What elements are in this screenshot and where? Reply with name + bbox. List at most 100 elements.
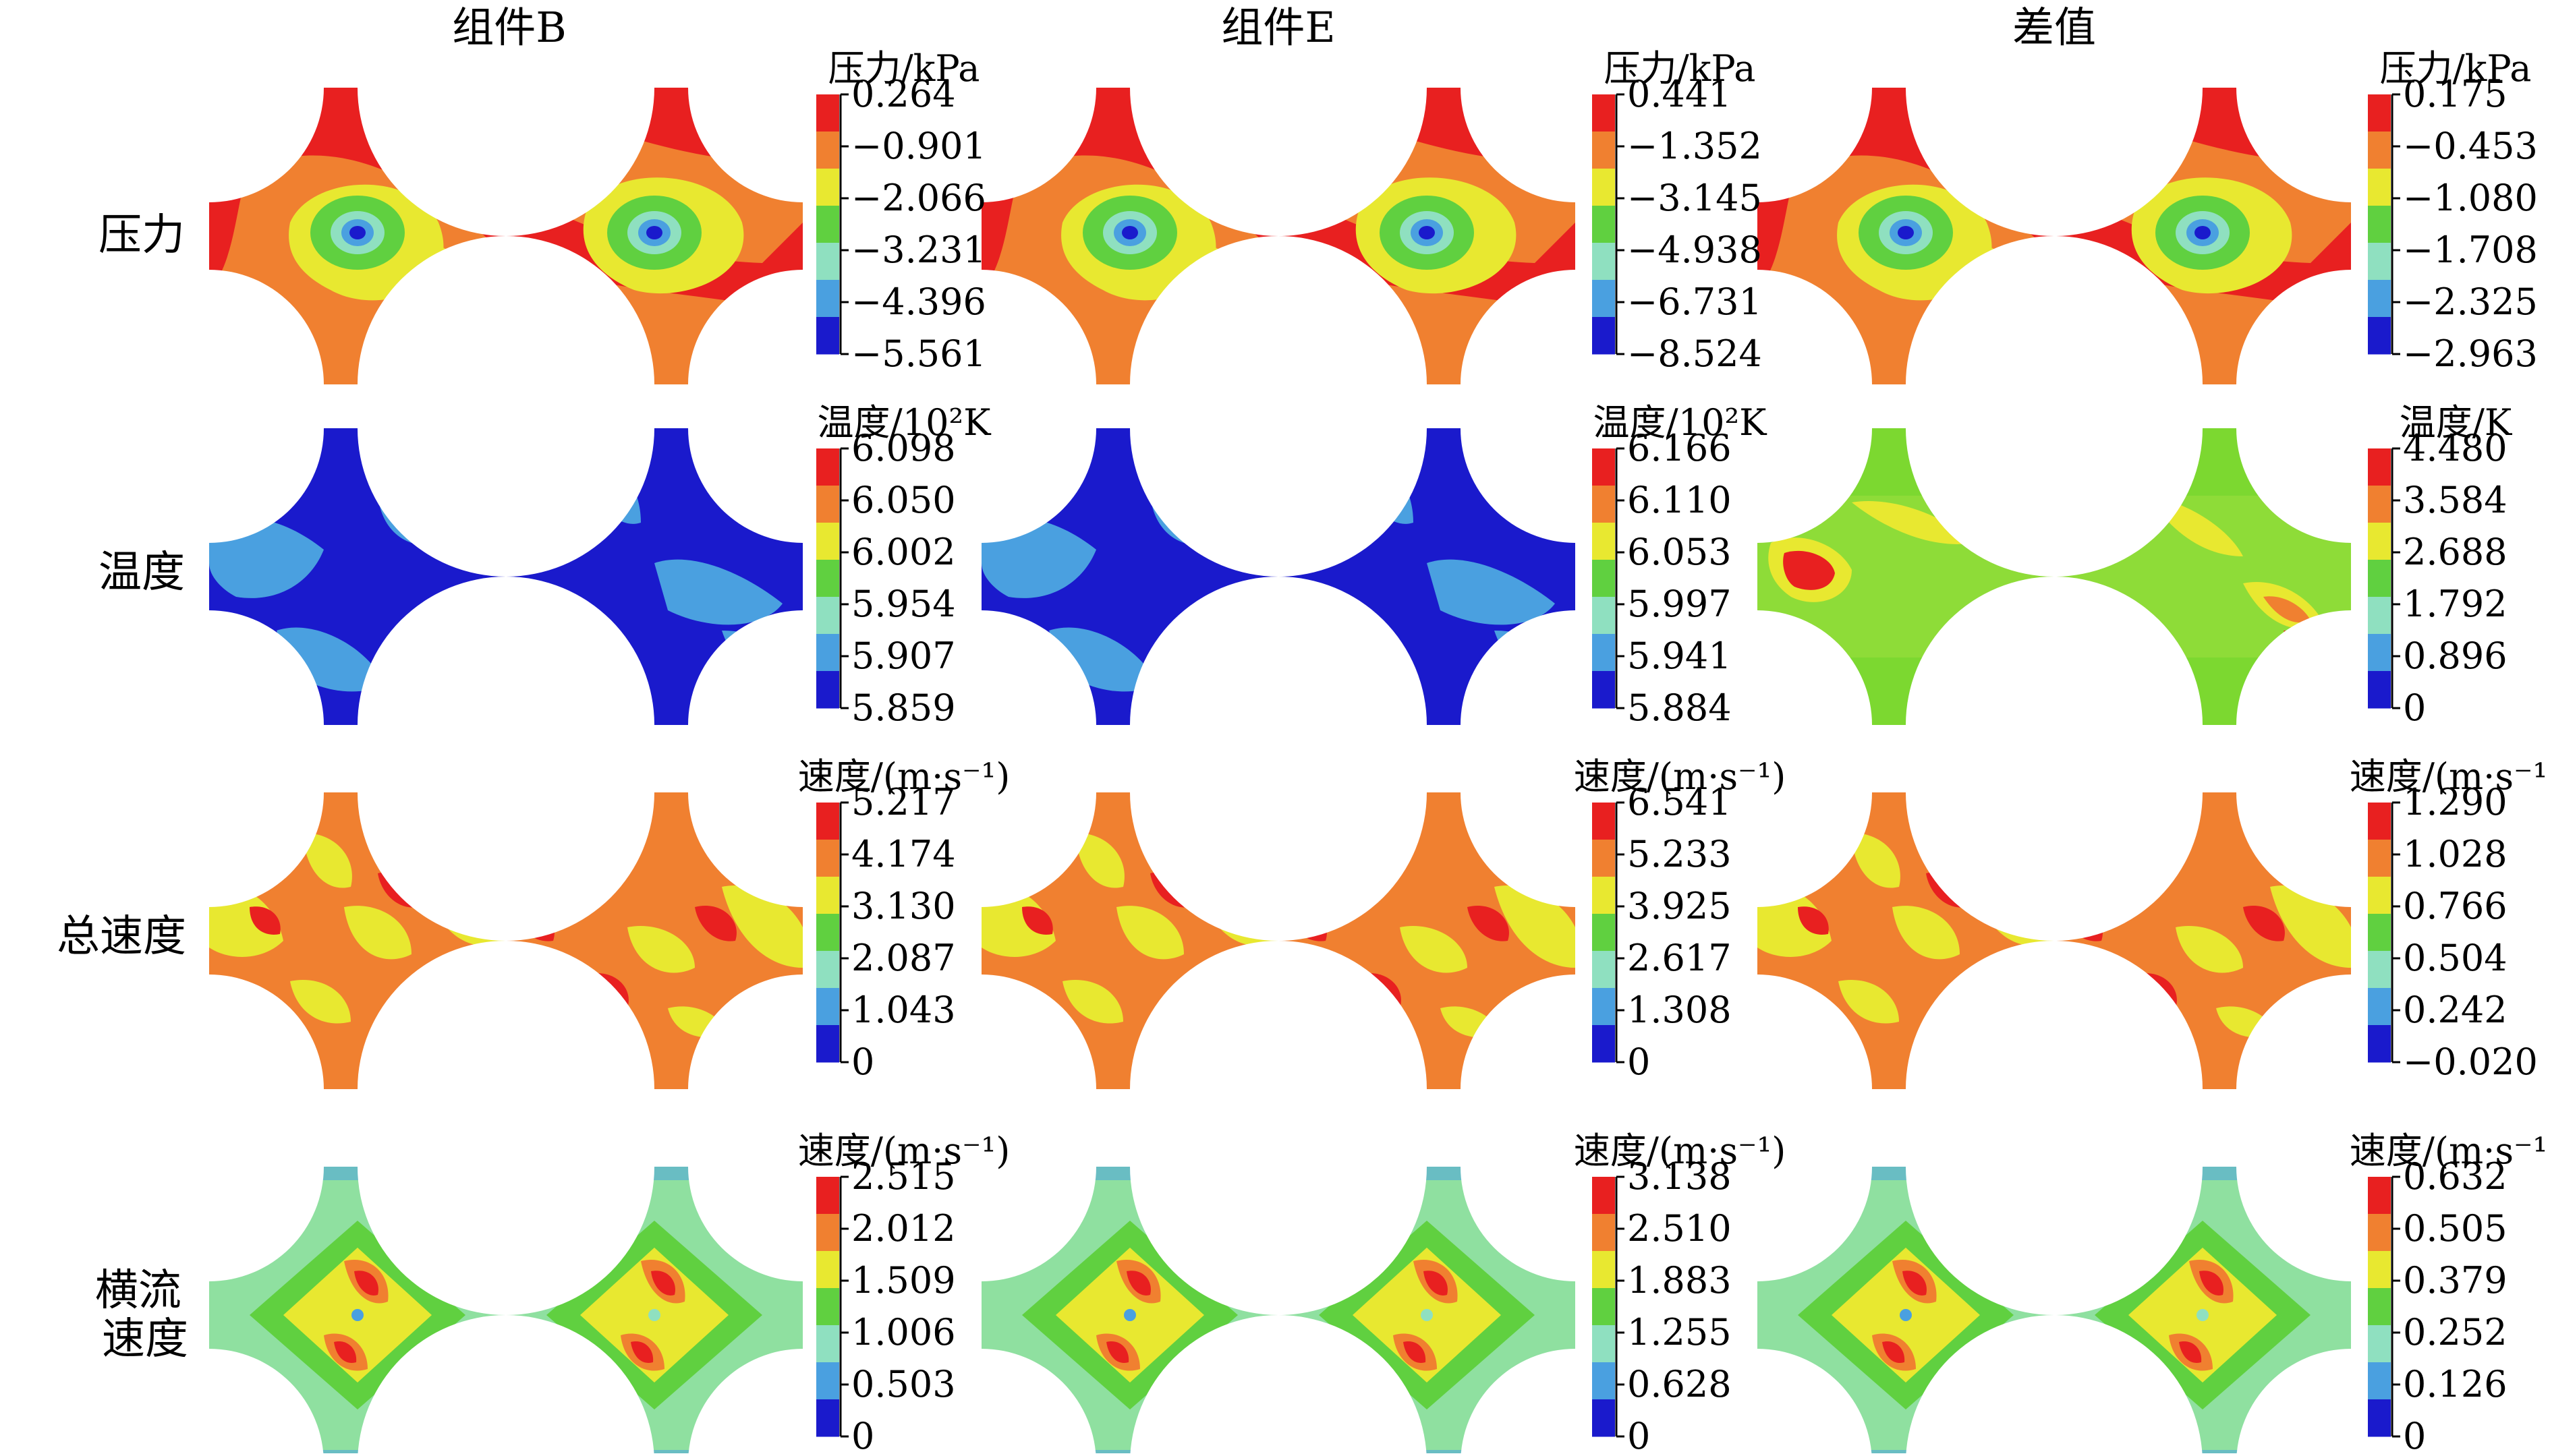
colorbar-tick-label: 0.264 (851, 73, 956, 115)
colorbar-tick-label: 0.126 (2403, 1363, 2508, 1405)
colorbar-segment (816, 914, 839, 952)
colorbar-segment (2368, 523, 2391, 560)
colorbar-crossflow-velocity-b: 速度/(m·s⁻¹)2.515 2.012 1.509 1.006 0.503 0 (798, 1130, 1011, 1456)
colorbar-tick-label: −8.524 (1627, 332, 1762, 375)
colorbar-tick-label: 0 (2403, 687, 2426, 729)
colorbar-tick-label: −4.938 (1627, 229, 1762, 271)
colorbar-segment (2368, 1399, 2391, 1437)
contour-panel-temperature-b (209, 428, 803, 725)
colorbar-segment (2368, 803, 2391, 840)
colorbar-tick-label: −3.231 (851, 229, 986, 271)
colorbar-tick-label: 5.997 (1627, 583, 1732, 625)
colorbar-tick-label: 0.632 (2403, 1155, 2508, 1198)
colorbar-tick-label: −2.066 (851, 177, 986, 219)
colorbar-total-velocity-b: 速度/(m·s⁻¹)5.217 4.174 3.130 2.087 1.043 0 (798, 755, 1011, 1083)
colorbar-tick-label: 1.509 (851, 1259, 956, 1302)
colorbar-segment (2368, 560, 2391, 598)
colorbar-segment (2368, 317, 2391, 355)
colorbar-segment (2368, 1025, 2391, 1063)
colorbar-title: 温度/10²K (1593, 401, 1768, 444)
colorbar-tick-label: 0.504 (2403, 937, 2508, 979)
contour-panels (209, 88, 2351, 1456)
colorbar-segment (2368, 597, 2391, 635)
colorbar-segment (816, 951, 839, 989)
colorbar-segment (1592, 523, 1615, 560)
colorbar-segment (1592, 1362, 1615, 1400)
colorbar-tick-label: 1.308 (1627, 989, 1732, 1031)
column-header-e: 组件E (1221, 3, 1335, 52)
colorbar-tick-label: 1.792 (2403, 583, 2508, 625)
colorbar-tick-label: 4.174 (851, 833, 956, 875)
colorbar-segment (816, 597, 839, 635)
colorbar-segment (2368, 1288, 2391, 1326)
colorbar-total-velocity-diff: 速度/(m·s⁻¹)1.290 1.028 0.766 0.504 0.242 −0.02… (2350, 755, 2550, 1083)
colorbar-title: 速度/(m·s⁻¹) (798, 755, 1011, 798)
colorbar-tick-label: 0.175 (2403, 73, 2508, 115)
colorbar-segment (816, 1251, 839, 1289)
colorbar-tick-label: 5.217 (851, 781, 956, 823)
colorbar-tick-label: −1.708 (2403, 229, 2538, 271)
colorbar-tick-label: −0.020 (2403, 1041, 2538, 1083)
colorbar-tick-label: 1.255 (1627, 1311, 1732, 1353)
colorbar-segment (1592, 803, 1615, 840)
colorbar-tick-label: 0 (2403, 1415, 2426, 1453)
colorbar-tick-label: −1.080 (2403, 177, 2538, 219)
colorbar-segment (2368, 206, 2391, 243)
colorbar-segment (2368, 486, 2391, 523)
colorbar-segment (2368, 1251, 2391, 1289)
colorbar-segment (816, 1214, 839, 1252)
colorbar-tick-label: 2.617 (1627, 937, 1732, 979)
colorbar-tick-label: 6.110 (1627, 479, 1732, 521)
colorbar-segment (816, 803, 839, 840)
column-headers: 组件B 组件E 差值 (452, 3, 2096, 52)
colorbar-tick-label: 6.050 (851, 479, 956, 521)
colorbar-segment (2368, 1362, 2391, 1400)
colorbar-tick-label: 0.766 (2403, 885, 2508, 927)
colorbar-title: 温度/K (2400, 401, 2513, 444)
colorbar-tick-label: −3.145 (1627, 177, 1762, 219)
colorbar-tick-label: 0.379 (2403, 1259, 2508, 1302)
colorbar-tick-label: −5.561 (851, 332, 986, 375)
colorbar-tick-label: 2.688 (2403, 531, 2508, 573)
colorbar-segment (816, 1288, 839, 1326)
colorbar-segment (1592, 634, 1615, 672)
colorbar-segment (2368, 1177, 2391, 1215)
colorbar-tick-label: 6.002 (851, 531, 956, 573)
colorbar-segment (1592, 94, 1615, 132)
colorbar-tick-label: 0 (851, 1415, 874, 1453)
colorbar-segment (2368, 132, 2391, 169)
colorbar-segment (816, 169, 839, 206)
colorbar-tick-label: 1.006 (851, 1311, 956, 1353)
colorbar-segment (1592, 206, 1615, 243)
colorbar-segment (1592, 1288, 1615, 1326)
colorbar-segment (1592, 169, 1615, 206)
colorbar-crossflow-velocity-diff: 速度/(m·s⁻¹)0.632 0.505 0.379 0.252 0.126 0 (2350, 1130, 2550, 1456)
colorbar-segment (1592, 877, 1615, 914)
colorbar-segment (1592, 597, 1615, 635)
colorbar-segment (816, 206, 839, 243)
colorbar-segment (816, 448, 839, 486)
row-label-temperature: 温度 (98, 548, 185, 598)
colorbar-crossflow-velocity-e: 速度/(m·s⁻¹)3.138 2.510 1.883 1.255 0.628 0 (1574, 1130, 1786, 1456)
colorbar-title: 速度/(m·s⁻¹) (798, 1130, 1011, 1172)
colorbar-tick-label: −0.453 (2403, 125, 2538, 167)
colorbars: 压力/kPa0.264−0.901−2.066−3.231−4.396−5.56… (798, 47, 2550, 1456)
colorbar-tick-label: −6.731 (1627, 281, 1762, 323)
colorbar-tick-label: 3.925 (1627, 885, 1732, 927)
colorbar-tick-label: 1.043 (851, 989, 956, 1031)
contour-panel-pressure-diff (1757, 88, 2351, 384)
colorbar-segment (2368, 988, 2391, 1026)
row-labels: 压力 温度 总速度 横流 速度 (57, 210, 188, 1364)
row-label-total-velocity: 总速度 (57, 912, 186, 962)
colorbar-segment (2368, 280, 2391, 318)
column-header-diff: 差值 (2012, 3, 2096, 52)
colorbar-segment (2368, 1325, 2391, 1363)
colorbar-tick-label: 2.510 (1627, 1207, 1732, 1250)
colorbar-tick-label: 1.883 (1627, 1259, 1732, 1302)
contour-panel-pressure-b (209, 88, 803, 384)
colorbar-tick-label: 3.138 (1627, 1155, 1732, 1198)
colorbar-tick-label: 0 (851, 1041, 874, 1083)
colorbar-segment (816, 988, 839, 1026)
